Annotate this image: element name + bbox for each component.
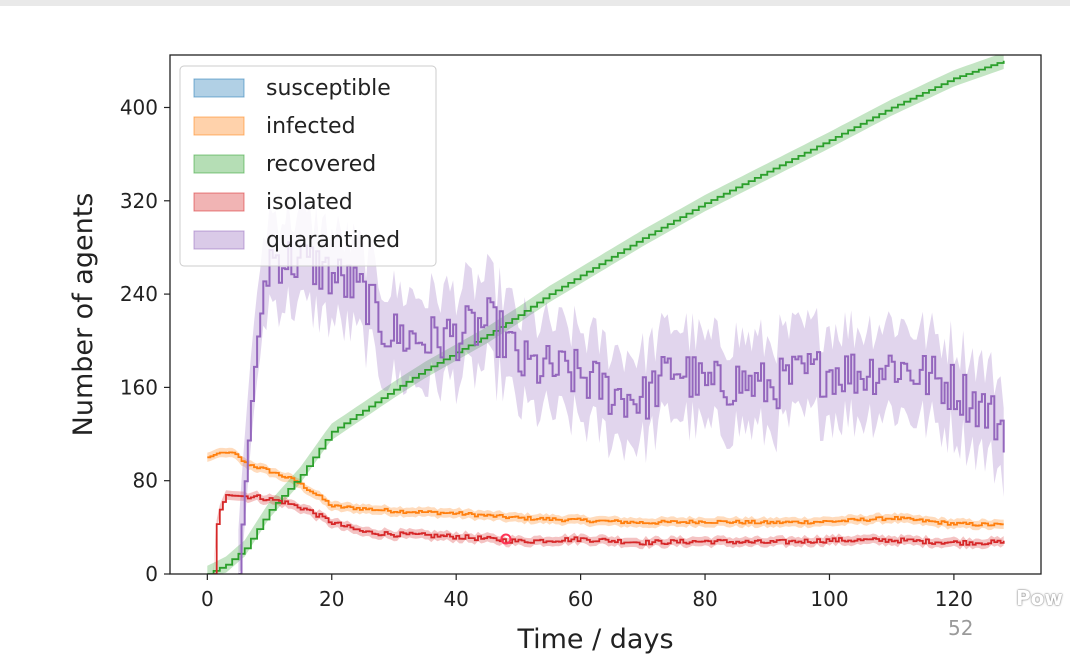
legend-swatch bbox=[193, 154, 245, 174]
highlight-marker bbox=[500, 533, 512, 545]
series-lines bbox=[207, 60, 1005, 574]
legend: susceptible infected recovered isolated quar… bbox=[179, 65, 437, 267]
x-tick-label: 120 bbox=[935, 587, 973, 611]
legend-box bbox=[179, 65, 437, 267]
y-tick-label: 0 bbox=[145, 562, 158, 586]
legend-swatch bbox=[193, 116, 245, 136]
legend-label: susceptible bbox=[266, 76, 391, 101]
y-axis-label: Number of agents bbox=[68, 193, 99, 437]
x-axis-label: Time / days bbox=[516, 624, 673, 655]
line-quarantined bbox=[238, 241, 1005, 574]
band-infected bbox=[207, 447, 1004, 531]
y-tick-label: 400 bbox=[120, 95, 158, 119]
band-quarantined bbox=[238, 197, 1004, 574]
watermark-text: Pow bbox=[1016, 586, 1063, 610]
line-infected bbox=[207, 451, 1004, 527]
legend-label: isolated bbox=[266, 190, 353, 215]
legend-label: recovered bbox=[266, 152, 376, 177]
x-tick-label: 80 bbox=[692, 587, 717, 611]
slide-number: 52 bbox=[948, 616, 974, 640]
legend-label: infected bbox=[266, 114, 356, 139]
top-strip bbox=[0, 0, 1070, 6]
legend-label: quarantined bbox=[266, 228, 400, 253]
x-tick-label: 0 bbox=[201, 587, 214, 611]
line-isolated bbox=[213, 494, 1005, 574]
y-tick-label: 320 bbox=[120, 189, 158, 213]
y-tick-label: 80 bbox=[133, 469, 158, 493]
x-tick-label: 40 bbox=[443, 587, 468, 611]
line-recovered bbox=[207, 60, 1005, 574]
legend-swatch bbox=[193, 192, 245, 212]
x-tick-label: 60 bbox=[568, 587, 593, 611]
legend-swatch bbox=[193, 78, 245, 98]
legend-swatch bbox=[193, 230, 245, 250]
plot-frame bbox=[169, 54, 1042, 575]
y-tick-label: 160 bbox=[120, 375, 158, 399]
y-tick-label: 240 bbox=[120, 282, 158, 306]
axes: 0 80 160 240 320 400 0 20 40 60 80 100 120 Time / day… bbox=[68, 54, 1042, 655]
x-tick-label: 100 bbox=[810, 587, 848, 611]
x-tick-label: 20 bbox=[319, 587, 344, 611]
